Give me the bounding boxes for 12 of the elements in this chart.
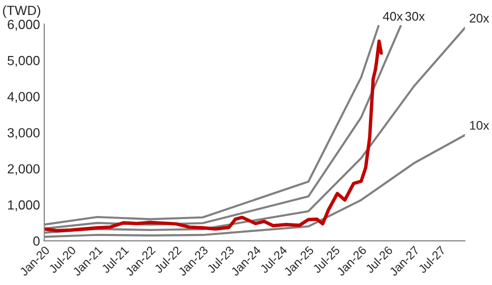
series-label: 20x — [470, 14, 490, 23]
y-tick-label: 2,000 — [8, 164, 40, 176]
series-label: 40x — [382, 12, 403, 21]
y-tick-label: 0 — [33, 236, 40, 246]
series-label: 10x — [470, 120, 490, 130]
y-axis-title: (TWD) — [3, 5, 40, 18]
series-label: 30x — [405, 12, 425, 21]
y-tick-label: 6,000 — [8, 20, 40, 31]
y-tick-label: 1,000 — [8, 200, 40, 212]
y-tick-label: 4,000 — [7, 92, 40, 103]
y-tick-label: 5,000 — [8, 56, 40, 67]
y-tick-label: 3,000 — [8, 128, 40, 139]
